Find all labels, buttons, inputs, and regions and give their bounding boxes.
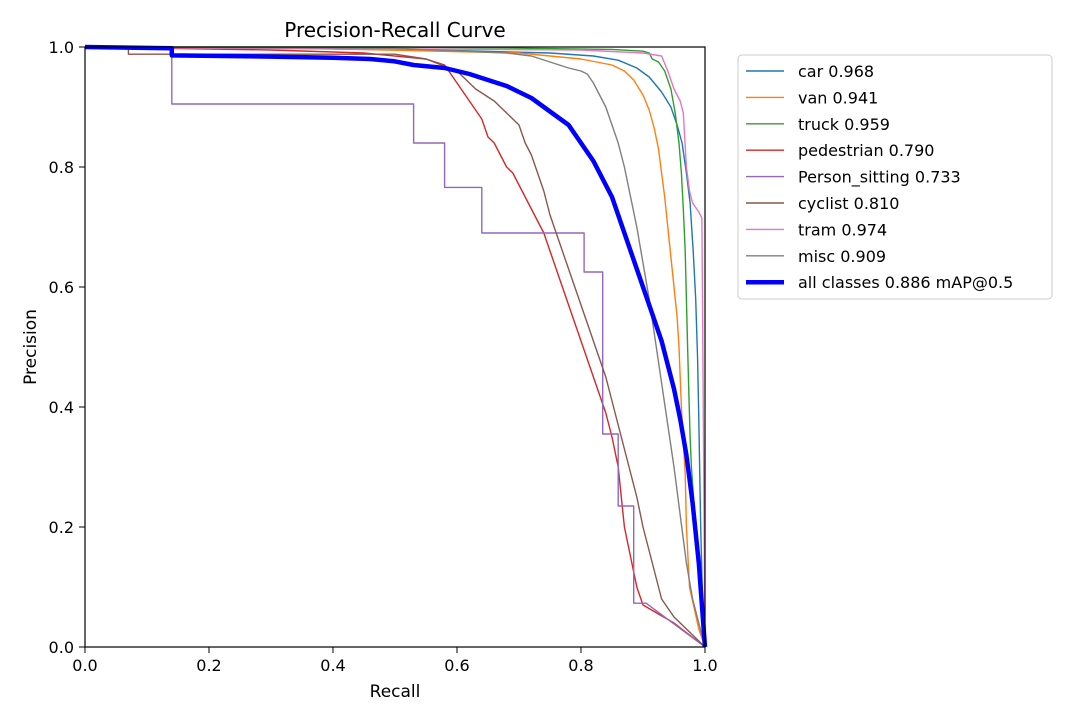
- legend-label-van: van 0.941: [798, 88, 878, 107]
- series-line-person-sitting: [85, 46, 706, 648]
- legend-label-car: car 0.968: [798, 62, 874, 81]
- series-line-van: [84, 46, 706, 648]
- x-axis-label: Recall: [370, 682, 421, 702]
- legend-label-tram: tram 0.974: [798, 220, 887, 239]
- x-tick-label: 0.2: [196, 656, 221, 675]
- series-line-misc: [84, 46, 706, 648]
- x-tick-label: 0.6: [444, 656, 469, 675]
- legend-label-truck: truck 0.959: [798, 115, 890, 134]
- series-line-truck: [85, 46, 706, 648]
- plot-frame: [84, 46, 706, 648]
- curves-group: [84, 44, 708, 648]
- legend-label-person-sitting: Person_sitting 0.733: [798, 168, 961, 188]
- x-axis-ticks: 0.0 0.2 0.4 0.6 0.8 1.0: [72, 647, 718, 675]
- y-tick-label: 0.4: [49, 398, 74, 417]
- legend-label-cyclist: cyclist 0.810: [798, 194, 899, 213]
- legend-label-all-classes: all classes 0.886 mAP@0.5: [798, 273, 1013, 292]
- y-tick-label: 1.0: [49, 38, 74, 57]
- y-axis-ticks: 0.0 0.2 0.4 0.6 0.8 1.0: [49, 38, 85, 657]
- legend-box: [737, 54, 1053, 300]
- y-axis-label: Precision: [21, 309, 41, 385]
- x-tick-label: 0.4: [320, 656, 345, 675]
- x-tick-label: 0.0: [72, 656, 97, 675]
- chart-title: Precision-Recall Curve: [284, 18, 505, 42]
- y-tick-label: 0.8: [49, 158, 74, 177]
- legend: car 0.968 van 0.941 truck 0.959 pedestrian …: [737, 54, 1053, 300]
- series-line-tram: [84, 46, 706, 648]
- legend-label-pedestrian: pedestrian 0.790: [798, 141, 934, 160]
- series-line-pedestrian: [84, 46, 706, 648]
- y-tick-label: 0.0: [49, 638, 74, 657]
- x-tick-label: 1.0: [692, 656, 717, 675]
- series-line-all-classes: [84, 44, 708, 648]
- y-tick-label: 0.6: [49, 278, 74, 297]
- series-line-car: [84, 46, 706, 648]
- x-tick-label: 0.8: [568, 656, 593, 675]
- legend-label-misc: misc 0.909: [798, 247, 886, 266]
- y-tick-label: 0.2: [49, 518, 74, 537]
- series-line-cyclist: [85, 46, 706, 648]
